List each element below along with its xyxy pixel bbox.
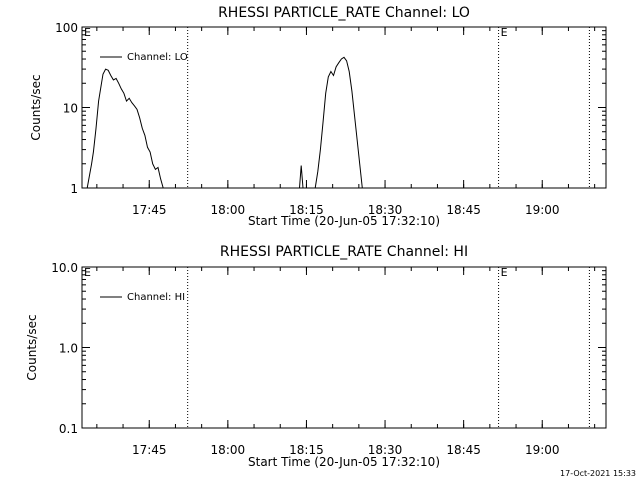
panel-lo: RHESSI PARTICLE_RATE Channel: LO 17:45 18:… (29, 5, 607, 228)
x-tick-label: 18:45 (446, 443, 481, 457)
y-axis-title: Counts/sec (25, 314, 39, 380)
x-tick-label: 18:30 (368, 203, 403, 217)
event-marker-label: E (501, 266, 508, 279)
panel-hi: RHESSI PARTICLE_RATE Channel: HI 17:45 18:… (25, 244, 607, 469)
event-marker-label: E (84, 26, 91, 39)
legend-label: Channel: LO (127, 52, 188, 63)
x-axis-title: Start Time (20-Jun-05 17:32:10) (248, 214, 440, 228)
x-tick-label: 18:15 (289, 203, 324, 217)
series-line-segment (314, 56, 363, 189)
y-tick-label: 0.1 (59, 422, 78, 436)
x-tick-label: 18:15 (289, 443, 324, 457)
x-axis-title: Start Time (20-Jun-05 17:32:10) (248, 455, 440, 469)
series-line-segment (86, 68, 164, 189)
legend-label: Channel: HI (127, 292, 185, 303)
x-tick-label: 18:30 (368, 443, 403, 457)
y-tick-label: 1.0 (59, 342, 78, 356)
x-tick-label: 17:45 (132, 203, 167, 217)
x-tick-label: 19:00 (525, 443, 560, 457)
x-tick-label: 18:45 (446, 203, 481, 217)
chart-title: RHESSI PARTICLE_RATE Channel: LO (218, 5, 470, 21)
y-axis-title: Counts/sec (29, 74, 43, 140)
series-line-segment (299, 165, 304, 189)
y-tick-label: 1 (70, 182, 78, 196)
x-tick-label: 17:45 (132, 443, 167, 457)
x-tick-label: 18:00 (211, 203, 246, 217)
event-marker-label: E (501, 26, 508, 39)
x-tick-label: 19:00 (525, 203, 560, 217)
y-tick-label: 10 (63, 102, 78, 116)
footer-timestamp: 17-Oct-2021 15:33 (560, 469, 636, 478)
y-tick-label: 100 (55, 21, 78, 35)
y-tick-label: 10.0 (51, 261, 78, 275)
chart-title: RHESSI PARTICLE_RATE Channel: HI (220, 244, 468, 260)
event-marker-label: E (84, 266, 91, 279)
x-tick-label: 18:00 (211, 443, 246, 457)
